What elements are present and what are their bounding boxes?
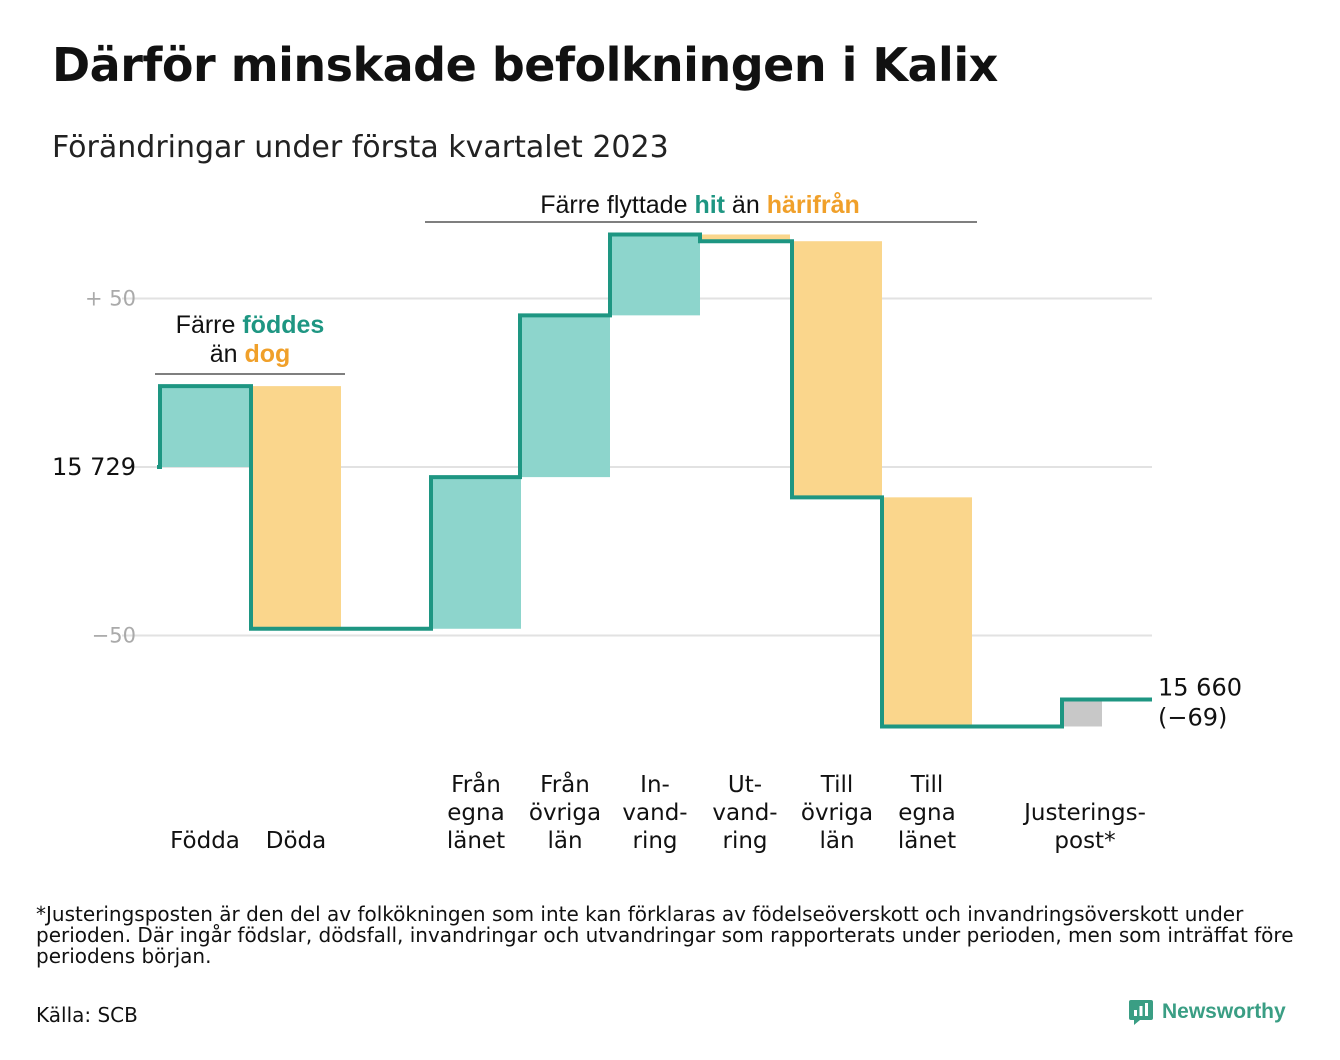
y-tick-label: −50 [92,624,136,648]
annotation-births-line1: Färre föddes [176,311,325,339]
chart-subtitle: Förändringar under första kvartalet 2023 [52,130,669,165]
start-value-label: 15 729 [52,453,136,481]
x-category-label: ring [632,828,677,854]
bar [610,234,700,316]
brand-name: Newsworthy [1162,1000,1286,1023]
x-category-label: Döda [266,828,326,854]
annotation-fragment: härifrån [767,191,860,219]
bar [520,315,610,478]
x-category-label: Födda [170,828,240,854]
x-category-label: post* [1054,828,1115,854]
cumulative-line [157,232,1152,729]
x-category-label: vand- [622,800,687,826]
x-category-label: Ut- [728,772,762,798]
newsworthy-icon [1129,1000,1153,1025]
annotation-fragment: Färre flyttade [540,191,694,219]
bar [160,386,250,467]
annotation-fragment: än [210,340,245,368]
bar [251,386,341,629]
annotation-births-line2: än dog [210,340,291,368]
annotation-fragment: dog [244,340,290,368]
bar [700,234,790,242]
x-category-label: Från [540,770,590,798]
x-category-label: vand- [712,800,777,826]
x-category-label: egna [898,800,955,826]
x-category-label: Från [451,770,501,798]
brand-logo: Newsworthy [1128,998,1286,1026]
x-category-label: länet [898,828,956,854]
annotation-moves-line1: Färre flyttade hit än härifrån [540,191,860,219]
x-category-label: län [819,828,854,854]
x-category-label: In- [640,772,670,798]
bar [882,497,972,727]
footnote: *Justeringsposten är den del av folkökni… [36,902,1294,968]
annotation-fragment: hit [694,191,725,219]
y-tick-label: + 50 [85,287,136,311]
bar [431,477,521,629]
annotation-fragment: föddes [242,311,324,339]
x-category-label: län [547,828,582,854]
source-credit: Källa: SCB [36,1003,138,1027]
x-category-label: Justerings- [1022,800,1146,826]
end-change-label: (−69) [1158,704,1227,732]
annotation-fragment: än [725,191,767,219]
bar [1062,699,1102,727]
x-category-label: övriga [801,800,873,826]
x-category-label: länet [447,828,505,854]
x-category-label: ring [722,828,767,854]
chart-title: Därför minskade befolkningen i Kalix [52,38,998,92]
annotation-fragment: Färre [176,311,243,339]
bar [792,241,882,498]
x-category-label: egna [447,800,504,826]
x-category-label: Till [910,772,944,798]
end-value-label: 15 660 [1158,674,1242,702]
x-category-label: övriga [529,800,601,826]
x-category-label: Till [820,772,854,798]
